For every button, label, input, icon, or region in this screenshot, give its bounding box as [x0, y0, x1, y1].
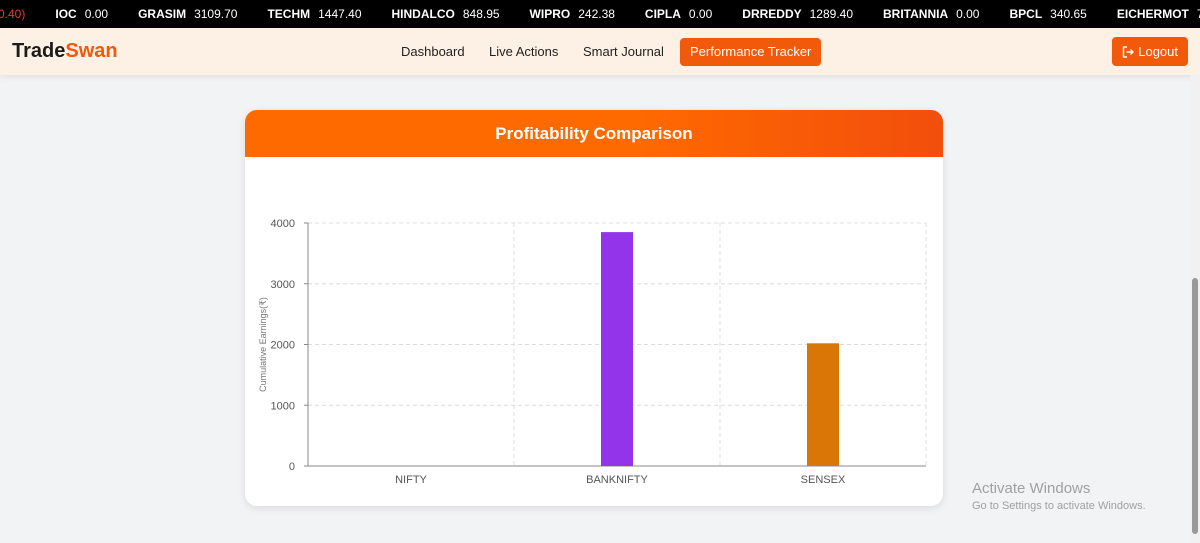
ticker-item: HINDALCO 848.95 [392, 7, 500, 21]
y-axis-label: Cumulative Earnings(₹) [258, 297, 268, 392]
brand-text-trade: Trade [12, 40, 66, 62]
ticker-item: DRREDDY 1289.40 [742, 7, 853, 21]
page-scrollbar[interactable] [1190, 75, 1200, 543]
stock-ticker: 0.40) IOC 0.00 GRASIM 3109.70 TECHM 1447.40 HI… [0, 0, 1200, 28]
ticker-item: BRITANNIA 0.00 [883, 7, 979, 21]
ticker-item: IOC 0.00 [55, 7, 108, 21]
nav-dashboard[interactable]: Dashboard [401, 44, 465, 59]
y-tick-label: 3000 [271, 279, 295, 291]
ticker-price: 0.00 [84, 7, 109, 21]
y-tick-label: 0 [289, 461, 295, 473]
scrollbar-thumb[interactable] [1192, 278, 1198, 534]
ticker-item: WIPRO 242.38 [530, 7, 615, 21]
main-menu: Dashboard Live Actions Smart Journal Per… [0, 38, 1200, 66]
ticker-price: 0.00 [688, 7, 713, 21]
watermark-subtitle: Go to Settings to activate Windows. [972, 500, 1146, 512]
ticker-price: 848.95 [462, 7, 500, 21]
x-tick-label: BANKNIFTY [586, 474, 648, 486]
ticker-symbol: TECHM [267, 7, 311, 21]
logout-button[interactable]: Logout [1112, 37, 1188, 66]
x-tick-label: SENSEX [801, 474, 846, 486]
ticker-item: GRASIM 3109.70 [138, 7, 237, 21]
navbar: TradeSwan Dashboard Live Actions Smart J… [0, 28, 1200, 75]
ticker-symbol: CIPLA [644, 7, 681, 21]
watermark-title: Activate Windows [972, 480, 1091, 497]
profitability-card: Profitability Comparison 0 1000 2000 3000 40… [245, 110, 943, 506]
ticker-symbol: IOC [55, 7, 77, 21]
y-tick-label: 1000 [271, 400, 295, 412]
brand-text-swan: Swan [65, 40, 118, 62]
bar-sensex [807, 343, 839, 466]
y-tick-label: 4000 [271, 218, 295, 230]
ticker-item: BPCL 340.65 [1009, 7, 1086, 21]
nav-performance-tracker[interactable]: Performance Tracker [680, 38, 822, 66]
x-tick-label: NIFTY [395, 474, 427, 486]
ticker-price: 7002.50 [1197, 7, 1200, 21]
logout-icon [1123, 45, 1135, 58]
ticker-price: 340.65 [1050, 7, 1087, 21]
ticker-symbol: BRITANNIA [883, 7, 949, 21]
ticker-price: 1447.40 [318, 7, 362, 21]
ticker-item: TECHM 1447.40 [267, 7, 361, 21]
ticker-symbol: EICHERMOT [1116, 7, 1189, 21]
nav-live-actions[interactable]: Live Actions [489, 44, 559, 59]
y-tick-label: 2000 [271, 340, 295, 352]
windows-watermark: Activate Windows Go to Settings to activ… [972, 480, 1146, 512]
ticker-price: 3109.70 [194, 7, 238, 21]
ticker-symbol: DRREDDY [742, 7, 802, 21]
bar-banknifty [601, 232, 633, 466]
ticker-symbol: BPCL [1009, 7, 1043, 21]
ticker-price: 242.38 [578, 7, 615, 21]
logout-label: Logout [1138, 44, 1178, 59]
ticker-symbol: WIPRO [529, 7, 571, 21]
ticker-symbol: HINDALCO [391, 7, 455, 21]
nav-smart-journal[interactable]: Smart Journal [583, 44, 664, 59]
ticker-fragment: 0.40) [0, 7, 26, 21]
card-title: Profitability Comparison [245, 110, 943, 157]
brand-logo[interactable]: TradeSwan [12, 40, 118, 63]
ticker-price: 1289.40 [809, 7, 854, 21]
ticker-price: 0.00 [956, 7, 980, 21]
profitability-chart: 0 1000 2000 3000 4000 NIFTY BANKNIFTY SENSEX Cum… [258, 218, 927, 486]
ticker-item: CIPLA 0.00 [645, 7, 712, 21]
ticker-item: EICHERMOT 7002.50 [1117, 7, 1200, 21]
ticker-symbol: GRASIM [138, 7, 187, 21]
